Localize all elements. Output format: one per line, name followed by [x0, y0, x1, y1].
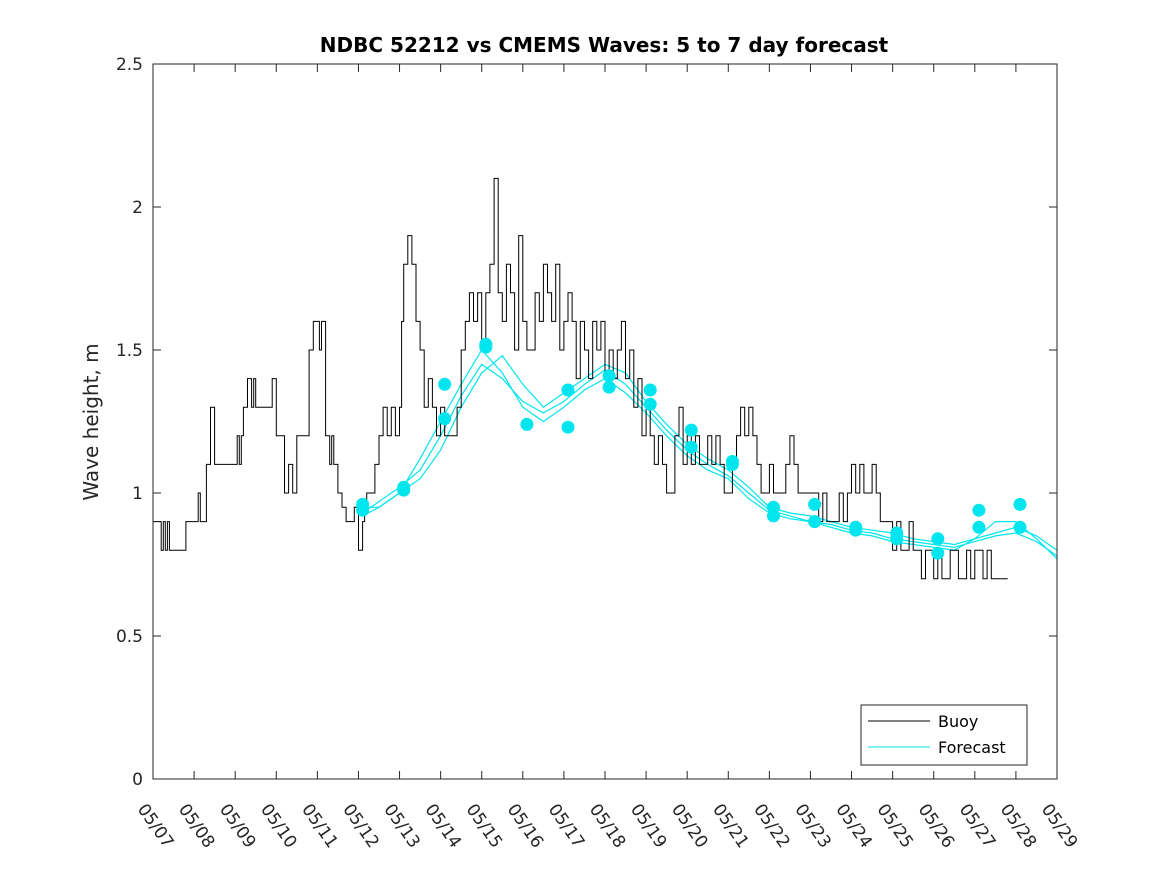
forecast-marker [808, 515, 822, 529]
x-tick-label: 05/23 [790, 800, 834, 852]
x-tick-label: 05/27 [955, 800, 999, 852]
forecast-marker [725, 457, 739, 471]
x-tick-label: 05/20 [667, 800, 711, 852]
x-tick-label: 05/16 [503, 800, 547, 852]
forecast-marker [1013, 497, 1027, 511]
y-tick-label: 0 [132, 770, 143, 790]
forecast-marker [643, 383, 657, 397]
y-tick-label: 2 [132, 198, 143, 218]
x-tick-label: 05/14 [421, 800, 465, 852]
x-tick-label: 05/21 [708, 800, 752, 852]
forecast-marker [438, 377, 452, 391]
x-tick-label: 05/07 [133, 800, 177, 852]
forecast-marker [931, 532, 945, 546]
legend-buoy-label: Buoy [938, 712, 978, 731]
x-tick-label: 05/12 [338, 800, 382, 852]
forecast-marker [808, 497, 822, 511]
x-tick-label: 05/10 [256, 800, 300, 852]
forecast-marker [561, 383, 575, 397]
forecast-marker [602, 380, 616, 394]
forecast-marker [972, 520, 986, 534]
forecast-marker [397, 483, 411, 497]
x-tick-label: 05/11 [297, 800, 341, 852]
plot-border [152, 63, 1058, 780]
y-axis-label: Wave height, m [79, 343, 103, 500]
y-tick-label: 1 [132, 484, 143, 504]
forecast-marker [890, 532, 904, 546]
chart-title: NDBC 52212 vs CMEMS Waves: 5 to 7 day fo… [320, 33, 889, 57]
forecast-marker [438, 412, 452, 426]
plot-area [153, 64, 1057, 779]
x-tick-label: 05/25 [873, 800, 917, 852]
forecast-marker [561, 420, 575, 434]
x-tick-label: 05/13 [379, 800, 423, 852]
x-tick-label: 05/29 [1037, 800, 1081, 852]
forecast-marker [479, 340, 493, 354]
x-tick-label: 05/09 [215, 800, 259, 852]
x-tick-label: 05/17 [544, 800, 588, 852]
y-tick-label: 2.5 [116, 55, 143, 75]
buoy-line [153, 177, 1008, 580]
x-tick-label: 05/19 [626, 800, 670, 852]
x-tick-label: 05/15 [462, 800, 506, 852]
forecast-marker [356, 503, 370, 517]
x-tick-label: 05/08 [174, 800, 218, 852]
forecast-marker [931, 546, 945, 560]
plot-series [153, 177, 1058, 580]
forecast-marker [684, 440, 698, 454]
forecast-marker [972, 503, 986, 517]
forecast-marker [684, 423, 698, 437]
legend: Buoy Forecast [860, 704, 1028, 766]
y-tick-label: 1.5 [116, 341, 143, 361]
legend-forecast-label: Forecast [938, 738, 1006, 757]
x-tick-label: 05/22 [749, 800, 793, 852]
x-tick-label: 05/26 [914, 800, 958, 852]
legend-box [860, 704, 1028, 766]
x-tick-label: 05/28 [996, 800, 1040, 852]
x-tick-label: 05/18 [585, 800, 629, 852]
forecast-marker [643, 397, 657, 411]
y-tick-label: 0.5 [116, 627, 143, 647]
forecast-marker [1013, 520, 1027, 534]
forecast-marker [602, 369, 616, 383]
x-tick-label: 05/24 [831, 800, 875, 852]
forecast-marker [520, 417, 534, 431]
forecast-marker [849, 523, 863, 537]
forecast-marker [767, 509, 780, 523]
